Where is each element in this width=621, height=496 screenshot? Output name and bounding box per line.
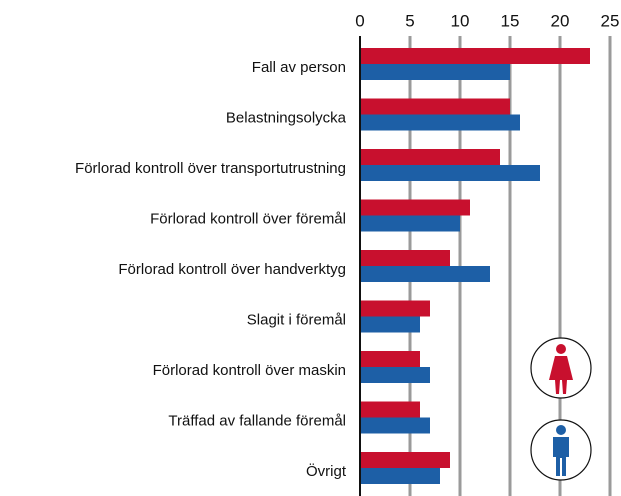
bar (360, 199, 470, 216)
y-tick-label: Förlorad kontroll över handverktyg (118, 261, 346, 278)
x-tick-label: 10 (451, 11, 470, 30)
x-tick-label: 25 (601, 11, 620, 30)
bar (360, 417, 430, 434)
bar (360, 316, 420, 333)
bar (360, 468, 440, 484)
x-tick-label: 0 (355, 11, 364, 30)
bar (360, 250, 450, 266)
bar (360, 452, 450, 468)
y-tick-label: Förlorad kontroll över maskin (153, 362, 346, 379)
bar (360, 300, 430, 317)
y-tick-label: Övrigt (306, 462, 347, 480)
y-tick-label: Fall av person (252, 59, 346, 76)
bar (360, 64, 510, 80)
bar (360, 149, 500, 165)
bar (360, 48, 590, 64)
y-tick-label: Träffad av fallande föremål (168, 412, 346, 429)
bar (360, 114, 520, 131)
bar (360, 98, 510, 115)
bar (360, 165, 540, 181)
x-tick-label: 15 (501, 11, 520, 30)
bar (360, 351, 420, 367)
bar (360, 215, 460, 232)
male-icon (553, 425, 569, 476)
y-tick-label: Slagit i föremål (247, 311, 346, 328)
bar (360, 367, 430, 383)
x-tick-label: 20 (551, 11, 570, 30)
x-tick-label: 5 (405, 11, 414, 30)
icons (530, 337, 592, 481)
female-icon (549, 344, 573, 394)
bar (360, 266, 490, 282)
y-tick-label: Förlorad kontroll över föremål (150, 210, 346, 227)
y-tick-label: Förlorad kontroll över transportutrustni… (75, 160, 346, 177)
y-tick-label: Belastningsolycka (226, 109, 347, 126)
bar (360, 401, 420, 418)
